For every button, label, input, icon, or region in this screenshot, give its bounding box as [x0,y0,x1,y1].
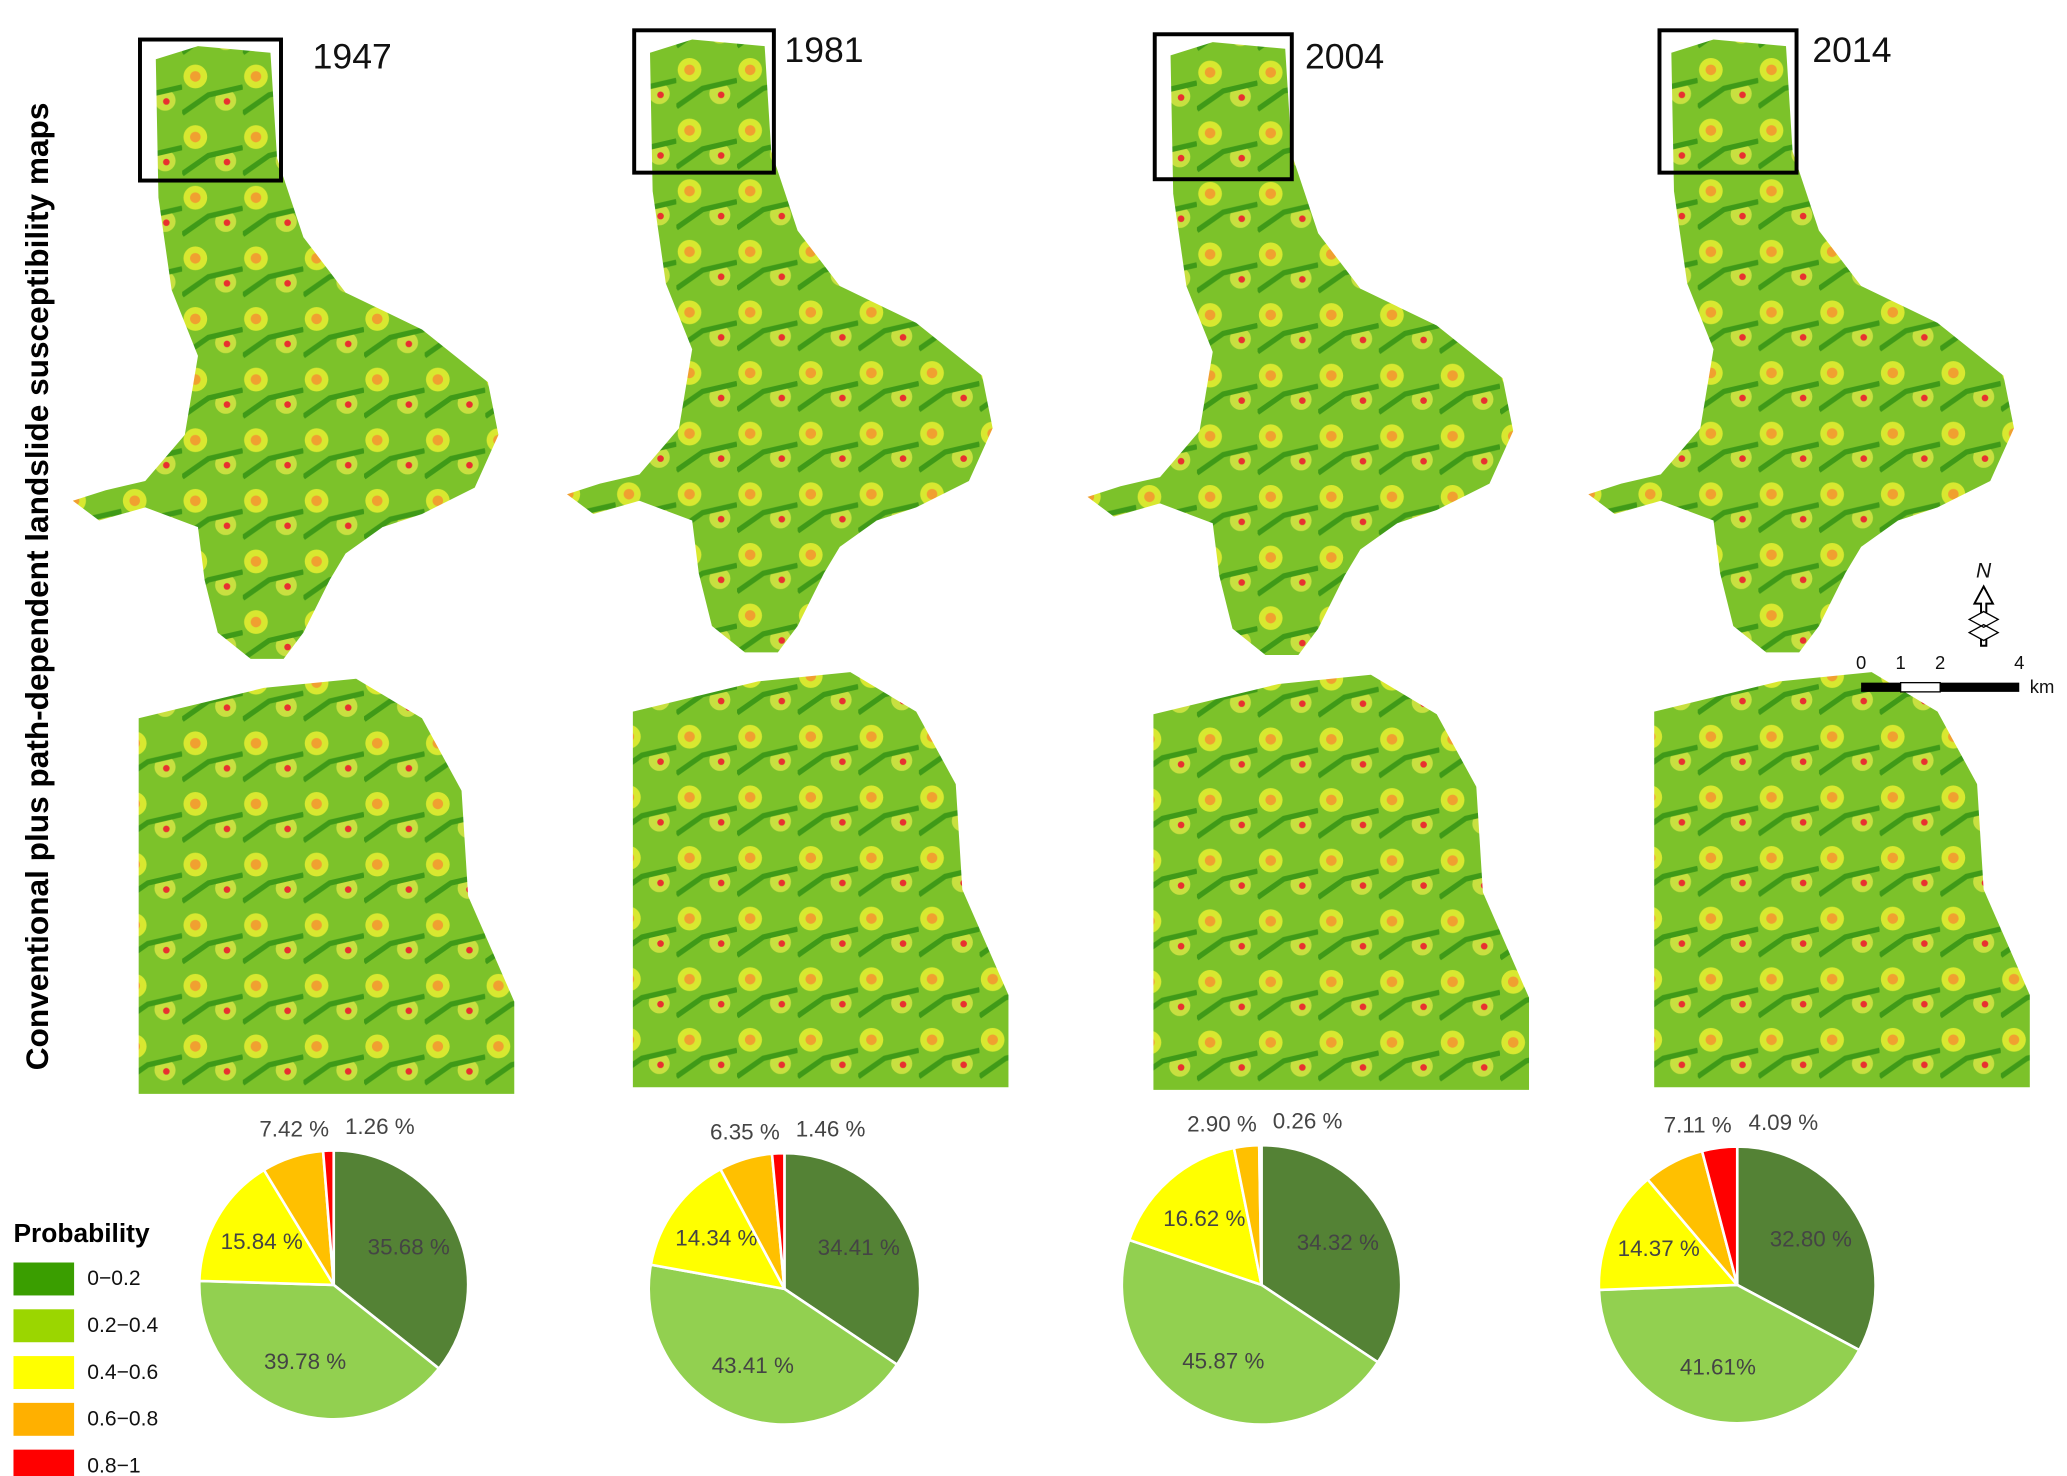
year-label: 1981 [784,30,863,70]
legend-title: Probability [13,1218,149,1248]
figure-title: Conventional plus path-dependent landsli… [19,103,55,1071]
scale-label: 4 [2014,652,2024,673]
pie-value-label: 6.35 % [710,1119,780,1144]
pie-value-label: 43.41 % [712,1353,794,1378]
pie-slice [1257,1143,1263,1285]
pie-value-label: 15.84 % [221,1229,303,1254]
pie-value-label: 39.78 % [264,1349,346,1374]
scale-unit: km [2030,676,2055,697]
pie-slice [1735,1145,1877,1352]
year-label: 1947 [313,37,392,77]
scale-label: 1 [1896,652,1906,673]
map-1981 [566,28,1009,1088]
pie-slice [198,1279,441,1421]
pie-slice [321,1149,336,1286]
pie-slice [1127,1146,1264,1287]
pie-value-label: 45.87 % [1182,1349,1264,1374]
scale-label: 2 [1935,652,1945,673]
legend-swatch [13,1402,75,1436]
pie-slice [1120,1238,1380,1426]
legend-label: 0.2−0.4 [87,1314,158,1337]
legend-label: 0.4−0.6 [87,1361,158,1384]
pie-slice [197,1168,337,1287]
legend-label: 0.8−1 [87,1454,140,1476]
scale-bar [1861,681,2020,693]
legend-swatch [13,1449,75,1476]
legend-swatch [13,1309,75,1343]
pie-slice [1700,1145,1739,1286]
pie-slice [770,1151,786,1289]
pie-slice [1597,1177,1740,1292]
pie-slice [647,1263,899,1426]
pie-value-label: 14.34 % [675,1225,757,1250]
pie-slice [332,1149,470,1371]
legend-swatch [13,1356,75,1390]
pie-slice [1597,1283,1862,1425]
pie-value-label: 16.62 % [1163,1206,1245,1231]
map-1947 [72,37,515,1094]
legend-label: 0.6−0.8 [87,1408,158,1431]
pie-value-label: 14.37 % [1618,1236,1700,1261]
pie-value-label: 4.09 % [1749,1110,1819,1135]
maps [72,28,2030,1094]
pie-slice [783,1151,922,1367]
pie-value-label: 0.26 % [1273,1109,1343,1134]
pie-value-label: 34.32 % [1297,1230,1379,1255]
north-arrow: N [1967,560,2000,647]
pie-value-label: 35.68 % [368,1235,450,1260]
pie-value-label: 1.26 % [345,1114,415,1139]
pie-value-label: 1.46 % [796,1117,866,1142]
pie-value-label: 41.61% [1680,1354,1756,1379]
pie-slice [649,1167,787,1291]
legend-swatch [13,1262,75,1296]
map-2014 [1588,28,2030,1088]
pie-value-label: 7.11 % [1664,1113,1732,1138]
pie-value-label: 7.42 % [259,1117,329,1142]
year-label: 2004 [1305,37,1384,77]
scale-label: 0 [1856,652,1866,673]
pie-value-label: 2.90 % [1187,1111,1257,1136]
legend-label: 0−0.2 [87,1267,140,1290]
north-label: N [1976,560,1992,583]
pie-value-label: 34.41 % [818,1235,900,1260]
pie-value-label: 32.80 % [1770,1227,1852,1252]
year-label: 2014 [1812,30,1891,70]
map-2004 [1087,32,1530,1090]
